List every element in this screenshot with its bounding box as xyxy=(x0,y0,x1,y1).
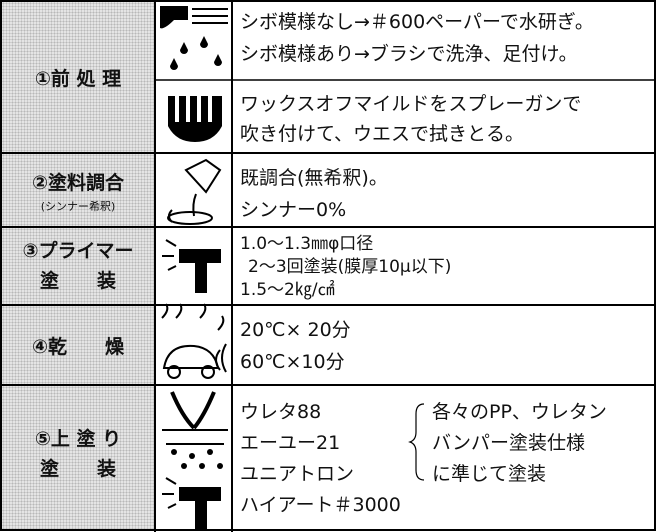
step-label: ②塗料調合 xyxy=(31,172,125,194)
text-line: 20℃× 20分 xyxy=(240,319,351,341)
text-line: シボ模様なし→＃600ペーパーで水研ぎ。 xyxy=(240,11,594,33)
step-label: 塗 装 xyxy=(39,270,116,292)
text-line: 1.0～1.3㎜φ口径 xyxy=(240,234,374,254)
icons xyxy=(160,6,228,142)
text-line: 吹き付けて、ウエスで拭きとる。 xyxy=(240,123,525,145)
step-label: 塗 装 xyxy=(39,458,116,480)
label-cell: ④乾 燥 xyxy=(2,306,154,384)
note-line: 各々のPP、ウレタン xyxy=(432,401,607,423)
step-label: ⑤上 塗 り xyxy=(34,428,122,450)
text-line: ウレタ88 xyxy=(240,401,322,423)
text-line: 1.5～2㎏/㎠ xyxy=(240,280,335,300)
step-label: ④乾 燥 xyxy=(31,336,125,358)
note-line: バンパー塗装仕様 xyxy=(432,432,585,454)
label-cell: ⑤上 塗 り 塗 装 xyxy=(2,386,154,530)
text-line: 既調合(無希釈)。 xyxy=(240,167,388,189)
label-cell: ①前 処 理 xyxy=(2,2,154,152)
text-line: ユニアトロン xyxy=(240,463,355,485)
label-cell: ③プライマー 塗 装 xyxy=(2,228,154,304)
text-line: シボ模様あり→ブラシで洗浄、足付け。 xyxy=(240,43,578,65)
text-line: ワックスオフマイルドをスプレーガンで xyxy=(240,93,582,115)
step-sublabel: (シンナー希釈) xyxy=(40,200,116,213)
step-label: ①前 処 理 xyxy=(34,68,122,90)
text-line: 2～3回塗装(膜厚10μ以下) xyxy=(248,257,452,277)
text-line: ハイアート＃3000 xyxy=(240,494,401,516)
step-label: ③プライマー xyxy=(22,240,134,262)
note-line: に準じて塗装 xyxy=(432,463,547,485)
text-line: シンナー0% xyxy=(240,199,347,221)
label-cell: ②塗料調合 (シンナー希釈) xyxy=(2,154,154,226)
text-line: 60℃×10分 xyxy=(240,351,345,373)
text-line: エーユー21 xyxy=(240,432,341,454)
